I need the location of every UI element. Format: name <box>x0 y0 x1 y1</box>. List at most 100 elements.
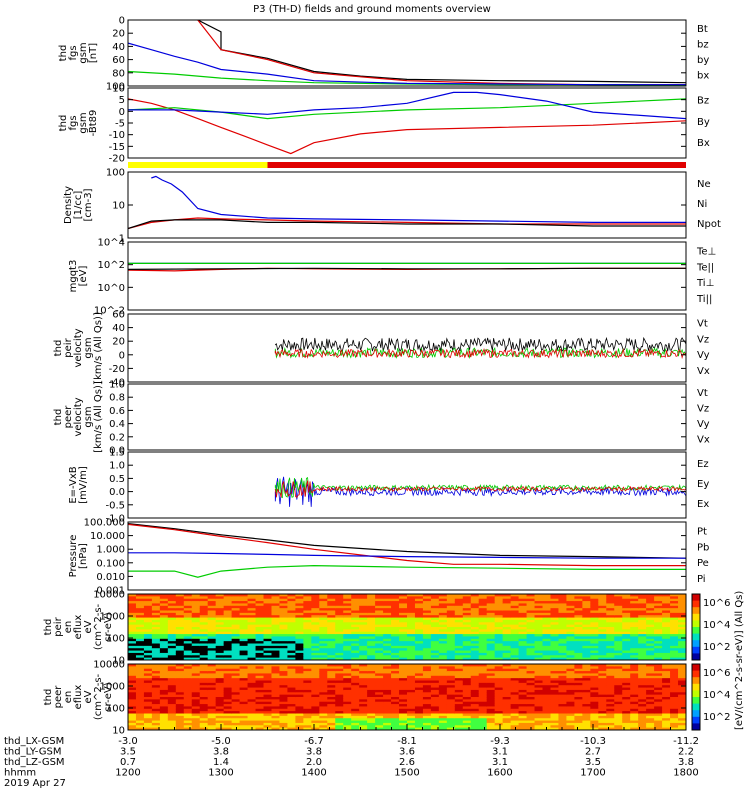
y-label-line: [1/cc] <box>73 191 84 220</box>
colorbar-segment <box>692 646 700 654</box>
spectrogram-cell <box>678 629 686 633</box>
spectrogram-cell <box>510 680 520 684</box>
spectrogram-cell <box>255 598 265 602</box>
spectrogram-cell <box>526 699 536 703</box>
spectrogram-cell <box>135 655 145 659</box>
spectrogram-cell <box>646 671 655 675</box>
spectrogram-cell <box>151 641 161 645</box>
spectrogram-cell <box>159 708 169 712</box>
spectrogram-cell <box>622 718 631 722</box>
spectrogram-cell <box>375 638 384 642</box>
spectrogram-cell <box>470 699 480 703</box>
y-label-line: peer <box>53 685 64 709</box>
spectrogram-cell <box>319 725 328 729</box>
spectrogram-cell <box>414 622 424 626</box>
spectrogram-cell <box>367 622 376 626</box>
spectrogram-cell <box>526 701 536 705</box>
spectrogram-cell <box>494 722 504 726</box>
spectrogram-cell <box>191 629 201 633</box>
spectrogram-cell <box>183 704 193 708</box>
spectrogram-cell <box>550 680 560 684</box>
spectrogram-cell <box>582 655 591 659</box>
spectrogram-cell <box>375 671 384 675</box>
spectrogram-cell <box>518 725 528 729</box>
spectrogram-cell <box>319 720 328 724</box>
spectrogram-cell <box>207 708 217 712</box>
spectrogram-cell <box>454 689 464 693</box>
spectrogram-cell <box>462 657 472 660</box>
spectrogram-cell <box>582 601 591 605</box>
spectrogram-cell <box>678 689 686 693</box>
spectrogram-cell <box>351 603 360 607</box>
spectrogram-cell <box>518 720 528 724</box>
spectrogram-cell <box>135 704 145 708</box>
spectrogram-cell <box>454 675 464 679</box>
spectrogram-cell <box>263 706 273 710</box>
spectrogram-cell <box>622 622 631 626</box>
spectrogram-cell <box>263 671 273 675</box>
spectrogram-cell <box>399 687 408 691</box>
spectrogram-cell <box>590 650 599 654</box>
spectrogram-cell <box>359 682 368 686</box>
spectrogram-cell <box>191 711 201 715</box>
spectrogram-cell <box>478 701 488 705</box>
spectrogram-cell <box>231 648 241 652</box>
spectrogram-cell <box>199 680 209 684</box>
spectrogram-cell <box>414 725 424 729</box>
spectrogram-cell <box>550 706 560 710</box>
spectrogram-cell <box>422 668 432 672</box>
spectrogram-cell <box>622 657 631 660</box>
spectrogram-cell <box>207 687 217 691</box>
spectrogram-cell <box>128 725 137 729</box>
spectrogram-cell <box>550 718 560 722</box>
series-Te|| <box>128 267 686 270</box>
spectrogram-cell <box>598 706 607 710</box>
spectrogram-cell <box>422 673 432 677</box>
legend-entry: By <box>697 117 710 128</box>
spectrogram-cell <box>407 671 416 675</box>
spectrogram-cell <box>239 694 249 698</box>
spectrogram-cell <box>255 708 265 712</box>
spectrogram-cell <box>295 657 304 660</box>
spectrogram-cell <box>534 725 544 729</box>
spectrogram-cell <box>167 697 177 700</box>
spectrogram-cell <box>558 687 568 691</box>
spectrogram-cell <box>151 594 161 597</box>
spectrogram-cell <box>231 638 241 642</box>
spectrogram-cell <box>287 645 296 649</box>
spectrogram-cell <box>614 617 623 621</box>
spectrogram-cell <box>526 711 536 715</box>
spectrogram-cell <box>135 701 145 705</box>
spectrogram-cell <box>287 598 296 602</box>
spectrogram-cell <box>574 624 583 628</box>
spectrogram-cell <box>550 650 560 654</box>
spectrogram-cell <box>590 612 599 616</box>
y-label-line: [nPa] <box>78 543 89 569</box>
spectrogram-cell <box>678 610 686 614</box>
spectrogram-cell <box>526 706 536 710</box>
spectrogram-cell <box>128 708 137 712</box>
spectrogram-cell <box>271 655 281 659</box>
spectrogram-cell <box>191 701 201 705</box>
spectrogram-cell <box>327 718 336 722</box>
spectrogram-cell <box>478 634 488 638</box>
spectrogram-cell <box>478 699 488 703</box>
spectrogram-cell <box>167 671 177 675</box>
spectrogram-cell <box>271 704 281 708</box>
spectrogram-cell <box>151 727 161 730</box>
spectrogram-cell <box>159 713 169 717</box>
spectrogram-cell <box>191 720 201 724</box>
spectrogram-cell <box>542 634 552 638</box>
spectrogram-cell <box>143 615 153 619</box>
spectrogram-cell <box>215 689 225 693</box>
spectrogram-cell <box>271 727 281 730</box>
spectrogram-cell <box>199 704 209 708</box>
y-tick-label: 1.0 <box>109 380 125 391</box>
spectrogram-cell <box>183 685 193 689</box>
spectrogram-cell <box>582 678 591 682</box>
spectrogram-cell <box>494 648 504 652</box>
spectrogram-cell <box>159 596 169 600</box>
spectrogram-cell <box>287 641 296 645</box>
spectrogram-cell <box>654 629 663 633</box>
spectrogram-cell <box>518 664 528 667</box>
